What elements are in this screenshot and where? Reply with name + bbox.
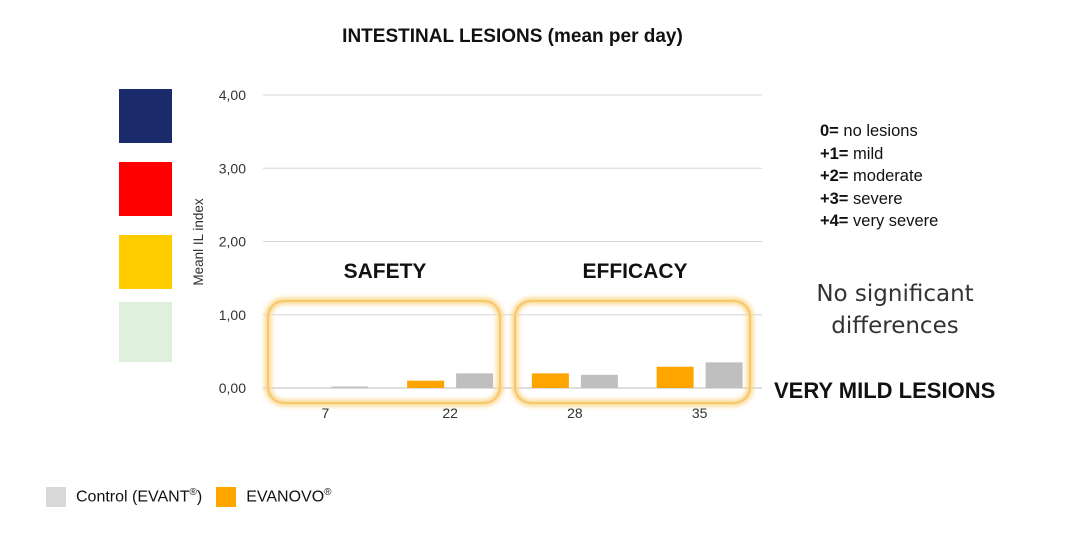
scale-row-4: +4= very severe	[820, 210, 938, 233]
legend-label-evanovo: EVANOVO®	[246, 487, 332, 506]
legend-label-control: Control (EVANT®)	[76, 487, 203, 506]
scale-row-1: +1= mild	[820, 143, 938, 166]
legend-item-control: Control (EVANT®)	[46, 487, 202, 507]
legend-item-evanovo: EVANOVO®	[216, 487, 332, 507]
scale-key: +3=	[820, 189, 849, 208]
y-tick-label: 2,00	[219, 234, 246, 250]
scale-key: +1=	[820, 144, 849, 163]
severity-swatch-severe	[119, 162, 172, 216]
severity-scale: 0= no lesions +1= mild +2= moderate +3= …	[820, 120, 938, 233]
scale-text: no lesions	[838, 122, 918, 140]
bar-evanovo-day-35	[656, 366, 694, 388]
scale-key: +2=	[820, 167, 849, 185]
scale-key: 0=	[820, 122, 839, 140]
chart-title: INTESTINAL LESIONS (mean per day)	[342, 26, 683, 47]
scale-text: moderate	[848, 167, 923, 185]
group-label-efficacy: EFFICACY	[583, 260, 688, 283]
y-tick-label: 3,00	[219, 160, 246, 176]
bar-control-day-22	[456, 373, 494, 388]
severity-swatch-very-severe	[119, 89, 172, 143]
group-label-safety: SAFETY	[344, 260, 427, 283]
y-tick-label: 1,00	[219, 307, 246, 323]
x-tick-label: 28	[567, 405, 583, 421]
scale-key: +4=	[820, 212, 849, 230]
efficacy-group-frame	[514, 300, 751, 404]
y-tick-label: 4,00	[219, 87, 246, 103]
bar-control-day-7	[331, 386, 369, 388]
severity-swatch-moderate	[119, 235, 172, 289]
bar-evanovo-day-22	[407, 380, 445, 388]
scale-row-2: +2= moderate	[820, 165, 938, 188]
x-tick-label: 7	[321, 405, 329, 421]
y-tick-label: 0,00	[219, 380, 246, 396]
bar-control-day-28	[580, 374, 618, 388]
scale-text: mild	[848, 144, 884, 163]
severity-swatch-mild	[119, 302, 172, 362]
y-axis-label: Meanl IL index	[191, 198, 206, 286]
safety-group-frame	[267, 300, 501, 404]
bar-evanovo-day-28	[531, 373, 569, 388]
x-tick-label: 35	[692, 405, 708, 421]
scale-row-0: 0= no lesions	[820, 120, 938, 143]
note-line-1: No significant	[816, 281, 974, 307]
note-line-2: differences	[831, 313, 959, 339]
bar-control-day-35	[705, 362, 743, 388]
significance-note: No significant differences	[780, 278, 1010, 342]
scale-text: very severe	[848, 212, 939, 230]
scale-text: severe	[848, 189, 903, 208]
x-tick-label: 22	[442, 405, 458, 421]
legend-swatch-evanovo	[216, 487, 237, 507]
very-mild-lesions-label: VERY MILD LESIONS	[774, 378, 996, 403]
scale-row-3: +3= severe	[820, 188, 938, 211]
legend-swatch-control	[46, 487, 66, 507]
chart-legend: Control (EVANT®) EVANOVO®	[46, 487, 346, 507]
